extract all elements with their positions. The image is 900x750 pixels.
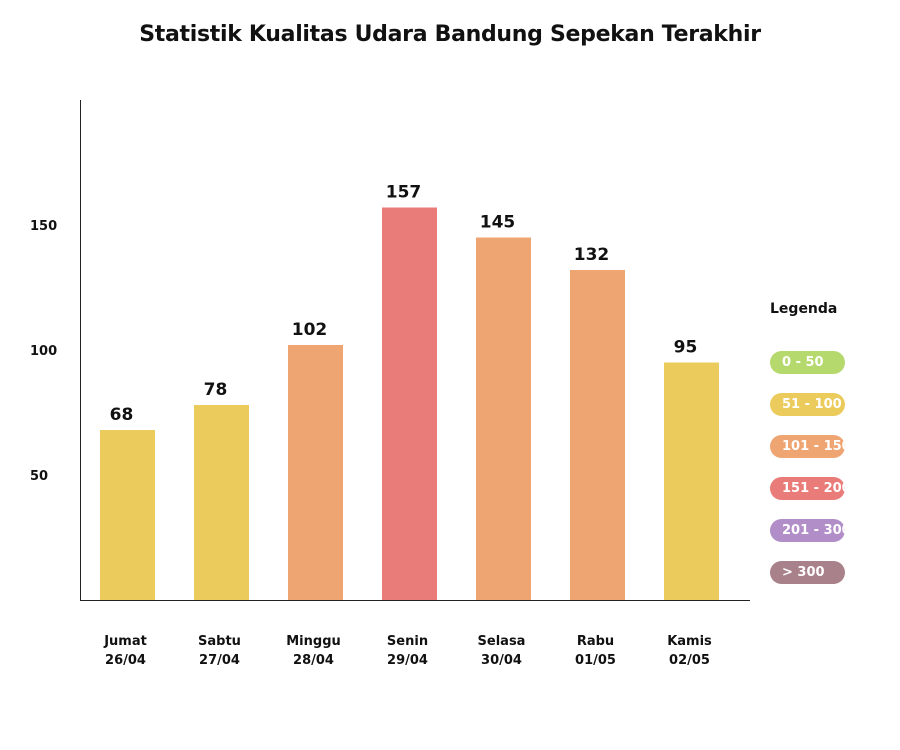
x-tick-day: Selasa: [478, 634, 526, 649]
x-tick-date: 30/04: [481, 653, 522, 668]
x-tick-day: Minggu: [286, 634, 341, 649]
data-label: 145: [480, 213, 516, 233]
x-tick-day: Rabu: [577, 634, 614, 649]
bar-sabtu: [194, 405, 249, 600]
x-tick-date: 28/04: [293, 653, 334, 668]
x-tick-day: Sabtu: [198, 634, 241, 649]
data-label: 78: [204, 380, 228, 400]
bar-minggu: [288, 345, 343, 600]
x-tick-date: 27/04: [199, 653, 240, 668]
y-tick-label: 150: [30, 219, 57, 234]
data-label: 132: [574, 245, 610, 265]
legend-item-151-200: 151 - 200: [770, 477, 851, 500]
y-tick-label: 50: [30, 469, 48, 484]
x-tick-date: 02/05: [669, 653, 710, 668]
x-tick-day: Jumat: [103, 634, 147, 649]
legend-item-201-300: 201 - 300: [770, 519, 851, 542]
data-label: 68: [110, 405, 134, 425]
legend-title: Legenda: [770, 301, 838, 317]
bar-senin: [382, 207, 437, 600]
legend-item-101-150: 101 - 150: [770, 435, 851, 458]
data-label: 102: [292, 320, 328, 340]
bar-rabu: [570, 270, 625, 600]
x-tick-day: Senin: [387, 634, 428, 649]
bar-jumat: [100, 430, 155, 600]
legend-item-51-100: 51 - 100: [770, 393, 845, 416]
x-tick-day: Kamis: [667, 634, 712, 649]
bar-kamis: [664, 362, 719, 600]
chart-title: Statistik Kualitas Udara Bandung Sepekan…: [139, 22, 761, 47]
x-tick-date: 01/05: [575, 653, 616, 668]
legend-item-over-300: > 300: [770, 561, 845, 584]
legend-item-0-50: 0 - 50: [770, 351, 845, 374]
y-tick-label: 100: [30, 344, 57, 359]
x-tick-date: 29/04: [387, 653, 428, 668]
bar-selasa: [476, 237, 531, 600]
x-tick-date: 26/04: [105, 653, 146, 668]
data-label: 157: [386, 183, 422, 203]
data-label: 95: [674, 338, 698, 358]
